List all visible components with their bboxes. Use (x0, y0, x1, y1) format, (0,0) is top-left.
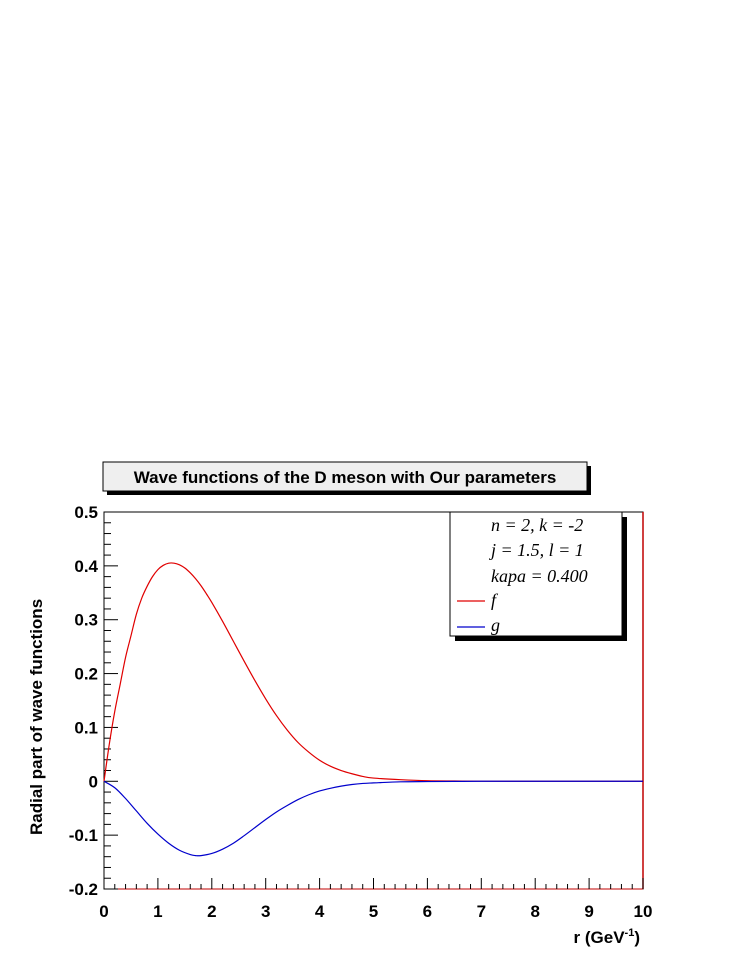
x-tick-label: 5 (369, 902, 378, 921)
x-tick-label: 4 (315, 902, 325, 921)
series-f-line (103, 562, 643, 782)
y-tick-label: 0.4 (74, 557, 98, 576)
axis-ticks (103, 511, 644, 890)
title-box (102, 461, 588, 492)
legend-f-label: f (491, 590, 499, 610)
x-tick-label: 3 (261, 902, 270, 921)
y-tick-label: 0.3 (74, 611, 98, 630)
info-line-2: j = 1.5, l = 1 (489, 540, 584, 560)
series-g-line (103, 780, 643, 857)
info-line-3: kapa = 0.400 (491, 566, 588, 586)
x-tick-label: 6 (423, 902, 432, 921)
legend-g-label: g (491, 615, 500, 635)
info-line-1: n = 2, k = -2 (491, 515, 583, 535)
y-axis-title: Radial part of wave functions (27, 599, 46, 835)
y-tick-label: 0.1 (74, 718, 98, 737)
x-tick-label: 2 (207, 902, 216, 921)
chart-title: Wave functions of the D meson with Our p… (134, 468, 557, 487)
x-tick-label: 9 (584, 902, 593, 921)
y-tick-label: -0.1 (69, 826, 98, 845)
y-tick-label: 0 (89, 772, 98, 791)
y-tick-label: -0.2 (69, 880, 98, 899)
x-tick-label: 0 (99, 902, 108, 921)
x-tick-label: 10 (634, 902, 653, 921)
x-tick-label: 8 (530, 902, 539, 921)
y-tick-label: 0.5 (74, 503, 98, 522)
x-tick-label: 1 (153, 902, 162, 921)
y-tick-label: 0.2 (74, 665, 98, 684)
x-tick-label: 7 (477, 902, 486, 921)
x-axis-title: r (GeV-1) (574, 927, 640, 947)
legend-box (449, 511, 623, 637)
tick-labels: 0 1 2 3 4 5 6 7 8 9 10 0.5 0.4 0.3 0.2 0.1 0 -0.1 -0.2 (69, 503, 653, 921)
